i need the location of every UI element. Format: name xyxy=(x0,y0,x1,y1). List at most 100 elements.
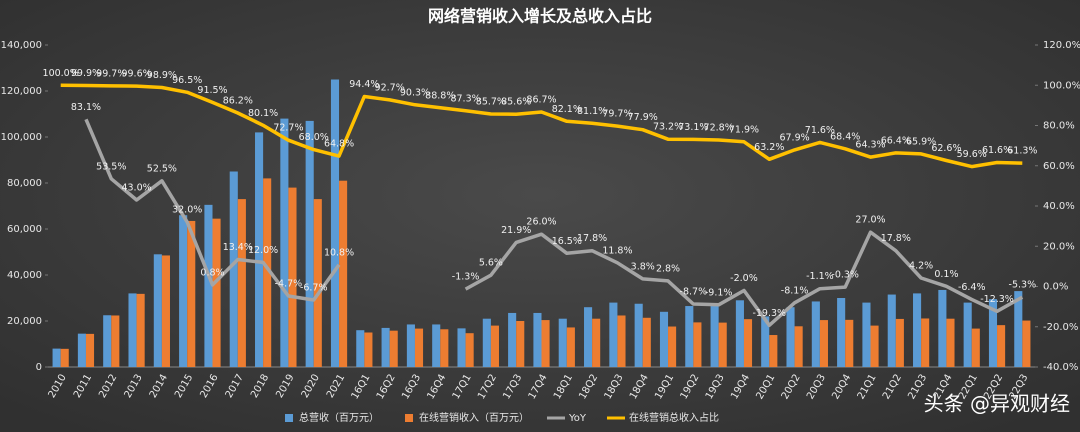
bar xyxy=(887,294,896,367)
data-label: 91.5% xyxy=(197,85,227,96)
data-label: 65.9% xyxy=(906,136,936,147)
legend-label: YoY xyxy=(568,413,587,424)
data-label: 92.7% xyxy=(375,82,405,93)
line xyxy=(60,83,1023,169)
data-label: -8.1% xyxy=(781,285,809,296)
bar xyxy=(432,324,441,367)
y-tick-label: 0 xyxy=(36,362,42,373)
bar xyxy=(837,298,846,367)
bar xyxy=(921,318,930,367)
data-label: 64.3% xyxy=(855,140,885,151)
bar xyxy=(963,302,972,367)
bar xyxy=(895,318,904,367)
bar xyxy=(339,180,348,367)
data-label: 71.6% xyxy=(805,125,835,136)
bar xyxy=(516,321,525,367)
bar xyxy=(465,333,474,367)
data-label: 21.9% xyxy=(501,225,531,236)
y-tick-label: 140,000 xyxy=(1,40,42,51)
bar xyxy=(971,328,980,367)
bar xyxy=(330,79,340,367)
data-label: 71.9% xyxy=(729,124,759,135)
data-label: 99.7% xyxy=(96,68,126,79)
line xyxy=(84,118,1024,328)
data-label: 59.6% xyxy=(957,149,987,160)
data-label: 17.8% xyxy=(881,233,911,244)
y2-tick-label: 20.0% xyxy=(1043,241,1075,252)
data-label: 99.6% xyxy=(121,69,151,80)
data-label: 12.0% xyxy=(248,245,278,256)
data-label: 4.2% xyxy=(909,261,933,272)
bar xyxy=(617,315,626,367)
data-label: 32.0% xyxy=(172,205,202,216)
data-label: 5.6% xyxy=(479,258,503,269)
y2-tick-label: 60.0% xyxy=(1043,161,1075,172)
bar xyxy=(136,293,145,367)
data-label: 81.1% xyxy=(577,106,607,117)
y2-tick-label: 40.0% xyxy=(1043,201,1075,212)
data-label: 0.8% xyxy=(200,267,224,278)
bar xyxy=(558,318,567,367)
data-label: -1.1% xyxy=(806,271,834,282)
bar xyxy=(212,218,221,367)
bar xyxy=(313,199,322,367)
bar xyxy=(204,204,213,367)
bar xyxy=(592,318,601,367)
y-tick-label: 120,000 xyxy=(1,86,42,97)
bar xyxy=(988,299,998,367)
bar xyxy=(381,327,390,367)
bar xyxy=(862,302,871,367)
data-label: 83.1% xyxy=(71,102,101,113)
y2-tick-label: 120.0% xyxy=(1043,40,1080,51)
bar xyxy=(668,326,677,367)
bar xyxy=(179,215,188,367)
bar xyxy=(77,333,86,367)
data-label: 90.3% xyxy=(400,87,430,98)
data-label: 10.8% xyxy=(324,247,354,258)
bar xyxy=(710,306,719,367)
y-tick-label: 40,000 xyxy=(7,270,42,281)
bar xyxy=(845,319,854,367)
bar xyxy=(364,332,373,367)
data-label: 13.4% xyxy=(223,242,253,253)
bar xyxy=(305,120,314,368)
data-label: 62.6% xyxy=(931,143,961,154)
bar xyxy=(508,312,517,367)
bar xyxy=(913,293,922,367)
data-label: 86.7% xyxy=(526,95,556,106)
y2-tick-label: -40.0% xyxy=(1043,362,1078,373)
bar xyxy=(761,316,770,367)
bar xyxy=(743,319,753,367)
data-label: -9.1% xyxy=(705,287,733,298)
data-label: 80.1% xyxy=(248,108,278,119)
bar xyxy=(103,315,112,367)
bar xyxy=(584,307,593,367)
bar xyxy=(280,118,289,367)
bar xyxy=(659,311,669,367)
data-label: -19.3% xyxy=(752,308,786,319)
bar xyxy=(609,302,618,367)
bar xyxy=(229,171,238,367)
data-label: 16.5% xyxy=(552,236,582,247)
bar xyxy=(255,132,264,367)
y2-tick-label: -20.0% xyxy=(1043,322,1078,333)
data-label: 79.7% xyxy=(602,109,632,120)
bar xyxy=(685,306,694,367)
data-label: 82.1% xyxy=(552,104,582,115)
data-label: 72.7% xyxy=(273,123,303,134)
data-label: 66.4% xyxy=(881,135,911,146)
bar xyxy=(1022,320,1031,367)
legend-swatch xyxy=(405,414,413,422)
y-tick-label: 60,000 xyxy=(7,224,42,235)
bar xyxy=(566,327,575,367)
bar xyxy=(769,335,778,367)
bar xyxy=(406,324,415,367)
data-label: -0.3% xyxy=(831,270,859,281)
bar xyxy=(735,300,744,367)
y-tick-label: 100,000 xyxy=(1,132,42,143)
bar xyxy=(128,293,137,367)
data-label: 98.9% xyxy=(147,70,177,81)
data-label: -12.3% xyxy=(980,294,1014,305)
data-label: 64.8% xyxy=(324,139,354,150)
legend-label: 总营收（百万元） xyxy=(299,411,379,424)
